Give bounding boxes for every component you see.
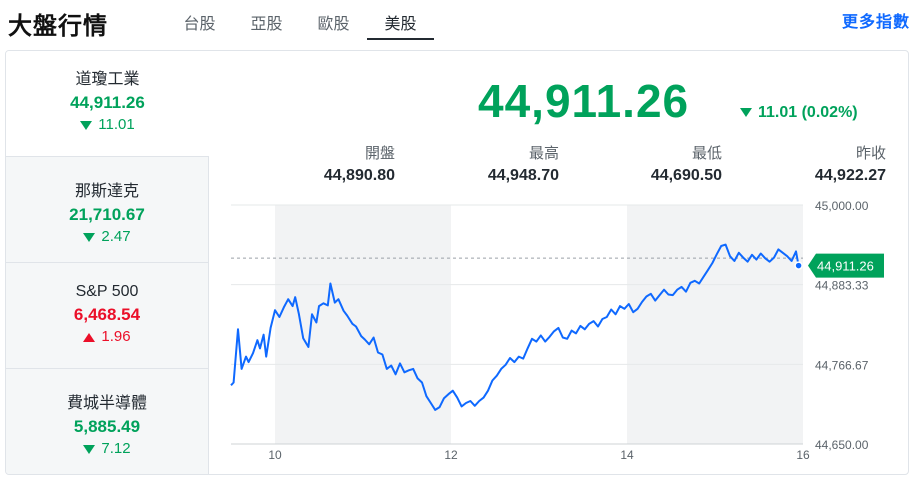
sidebar-item-sp500[interactable]: S&P 500 6,468.54 1.96 — [6, 263, 209, 369]
sidebar-item-change: 1.96 — [101, 328, 131, 345]
stat-label: 最低 — [691, 145, 722, 162]
y-tick-label: 44,650.00 — [815, 438, 869, 452]
x-tick-label: 12 — [444, 448, 458, 462]
tab-taiwan[interactable]: 台股 — [183, 16, 216, 33]
y-tick-label: 45,000.00 — [815, 199, 869, 213]
sidebar-item-sox[interactable]: 費城半導體 5,885.49 7.12 — [6, 369, 209, 474]
tab-europe[interactable]: 歐股 — [317, 16, 350, 33]
more-indices-link[interactable]: 更多指數 — [841, 14, 910, 31]
sidebar-item-change: 7.12 — [101, 440, 131, 457]
quote-price: 44,911.26 — [478, 75, 690, 127]
stat-high: 最高 44,948.70 — [409, 142, 559, 185]
stat-value: 44,948.70 — [487, 167, 559, 184]
stat-low: 最低 44,690.50 — [572, 142, 722, 185]
sidebar-item-nasdaq[interactable]: 那斯達克 21,710.67 2.47 — [6, 157, 209, 263]
quote-change: 11.01 (0.02%) — [758, 104, 858, 121]
tab-asia[interactable]: 亞股 — [250, 16, 283, 33]
sidebar-item-price: 6,468.54 — [73, 305, 141, 324]
tab-us[interactable]: 美股 — [367, 0, 434, 40]
sidebar-item-price: 21,710.67 — [69, 205, 145, 224]
price-line — [230, 243, 800, 411]
x-tick-label: 14 — [620, 448, 634, 462]
market-tabs: 台股 亞股 歐股 美股 — [166, 0, 434, 44]
y-tick-label: 44,766.67 — [815, 358, 869, 372]
page-title: 大盤行情 — [8, 13, 108, 40]
last-price-dot — [794, 261, 803, 270]
sidebar-item-price: 44,911.26 — [70, 93, 145, 112]
stat-label: 最高 — [528, 145, 559, 162]
current-price-label: 44,911.26 — [817, 259, 874, 274]
index-card: 道瓊工業 44,911.26 11.01 那斯達克 21,710.67 2.47… — [5, 50, 909, 475]
sidebar-item-price: 5,885.49 — [73, 417, 141, 436]
arrow-down-icon — [83, 232, 96, 242]
arrow-down-icon — [80, 120, 93, 130]
header: 大盤行情 台股 亞股 歐股 美股 更多指數 — [0, 0, 920, 44]
shaded-session-band — [275, 205, 451, 444]
sidebar-item-name: 道瓊工業 — [75, 71, 140, 88]
shaded-session-band — [627, 205, 803, 444]
current-price-tag — [808, 253, 884, 278]
sidebar-item-name: 那斯達克 — [74, 183, 139, 200]
index-sidebar: 道瓊工業 44,911.26 11.01 那斯達克 21,710.67 2.47… — [6, 51, 209, 474]
stat-open: 開盤 44,890.80 — [245, 142, 395, 185]
stat-label: 開盤 — [364, 145, 395, 162]
arrow-down-icon — [740, 108, 752, 118]
sidebar-item-name: S&P 500 — [75, 283, 139, 300]
stat-value: 44,890.80 — [323, 167, 395, 184]
x-tick-label: 16 — [796, 448, 810, 462]
x-tick-label: 10 — [268, 448, 282, 462]
y-tick-label: 44,883.33 — [815, 279, 869, 293]
arrow-up-icon — [83, 332, 96, 342]
sidebar-item-change: 11.01 — [98, 116, 135, 133]
stat-value: 44,922.27 — [814, 167, 886, 184]
stat-prev-close: 昨收 44,922.27 — [736, 142, 886, 185]
arrow-down-icon — [83, 444, 96, 454]
sidebar-item-change: 2.47 — [101, 228, 131, 245]
sidebar-item-name: 費城半導體 — [66, 395, 147, 412]
stat-value: 44,690.50 — [650, 167, 722, 184]
stat-label: 昨收 — [855, 145, 886, 162]
sidebar-item-dow[interactable]: 道瓊工業 44,911.26 11.01 — [6, 51, 209, 157]
